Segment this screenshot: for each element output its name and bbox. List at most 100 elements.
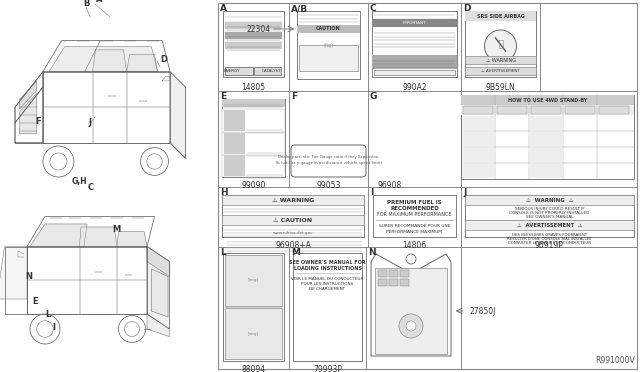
Bar [372, 55, 457, 69]
Text: (fig): (fig) [323, 42, 333, 48]
Bar [462, 116, 494, 130]
Bar [465, 195, 634, 237]
Bar [530, 164, 562, 178]
Text: 96919P: 96919P [534, 241, 563, 250]
Text: E: E [220, 92, 226, 101]
Text: ⚠ WARNING: ⚠ WARNING [486, 58, 515, 62]
Bar [225, 32, 282, 39]
Text: N: N [368, 248, 376, 257]
Text: 9B59LN: 9B59LN [486, 83, 515, 92]
Text: 96908+A: 96908+A [275, 241, 311, 250]
Polygon shape [170, 71, 186, 158]
Polygon shape [20, 81, 36, 109]
Text: J: J [88, 118, 91, 127]
Bar [530, 132, 562, 146]
Circle shape [141, 148, 168, 176]
Bar [599, 106, 629, 114]
Circle shape [30, 314, 60, 344]
Text: L: L [220, 248, 226, 257]
Text: C: C [370, 4, 376, 13]
Bar [374, 70, 455, 75]
Bar [565, 106, 595, 114]
Text: A/B: A/B [291, 4, 308, 13]
Polygon shape [20, 93, 36, 134]
Text: 990A2: 990A2 [402, 83, 427, 92]
Text: PERFORMANCE MAXIMUM: PERFORMANCE MAXIMUM [387, 230, 442, 234]
Text: ENERGY: ENERGY [224, 69, 240, 73]
Text: [img]: [img] [248, 278, 259, 282]
Polygon shape [27, 217, 154, 247]
Bar [465, 195, 634, 205]
Text: 14805: 14805 [241, 83, 266, 92]
Text: A: A [220, 4, 227, 13]
Polygon shape [163, 76, 170, 81]
Bar [224, 133, 245, 154]
Text: CATALYST: CATALYST [262, 69, 282, 73]
Bar [299, 45, 358, 71]
Bar [462, 132, 494, 146]
Text: E: E [32, 297, 38, 306]
Text: SERIOUS INJURY COULD RESULT IF: SERIOUS INJURY COULD RESULT IF [515, 207, 584, 211]
Bar [225, 22, 282, 29]
Text: G: G [370, 92, 378, 101]
Circle shape [406, 254, 416, 264]
Circle shape [399, 314, 423, 338]
Bar [465, 56, 536, 64]
Text: FOR MAXIMUM PERFORMANCE: FOR MAXIMUM PERFORMANCE [377, 212, 452, 218]
Text: ⚠  AVERTISSEMENT  ⚠: ⚠ AVERTISSEMENT ⚠ [516, 222, 582, 228]
Polygon shape [43, 41, 170, 71]
Polygon shape [0, 247, 27, 299]
Text: A: A [96, 0, 102, 4]
Bar [372, 11, 457, 77]
Text: C: C [88, 183, 94, 192]
Text: www.nihtsa.dot.gov: www.nihtsa.dot.gov [273, 231, 313, 235]
Bar [400, 270, 409, 277]
Text: G,H: G,H [72, 177, 88, 186]
Bar [225, 308, 282, 359]
Text: RECOMMENDED: RECOMMENDED [390, 206, 439, 212]
Bar [225, 67, 253, 75]
Text: DE CHARGEMENT: DE CHARGEMENT [309, 287, 346, 291]
Polygon shape [117, 231, 147, 247]
Text: D: D [160, 55, 167, 64]
Bar [223, 11, 284, 77]
Text: CONSULTER LE MANUEL DU CONDUCTEUR: CONSULTER LE MANUEL DU CONDUCTEUR [508, 241, 591, 245]
Circle shape [118, 315, 145, 343]
Bar [253, 67, 281, 75]
Bar [462, 148, 494, 162]
Bar [530, 148, 562, 162]
Polygon shape [127, 55, 157, 71]
Polygon shape [43, 71, 170, 143]
Text: VOIR LE MANUEL DU CONDUCTEUR: VOIR LE MANUEL DU CONDUCTEUR [291, 277, 364, 281]
Bar [465, 67, 536, 75]
Bar [225, 42, 282, 49]
Bar [218, 3, 637, 369]
Bar [389, 270, 398, 277]
FancyBboxPatch shape [291, 145, 366, 177]
Text: SEE OWNER'S MANUAL FOR: SEE OWNER'S MANUAL FOR [289, 260, 365, 266]
Polygon shape [152, 269, 168, 317]
Text: I: I [370, 188, 373, 197]
Bar [224, 155, 245, 176]
Bar [222, 109, 285, 132]
Text: RÉSULTER D'UNE CONSOLE MAL INSTALLÉE: RÉSULTER D'UNE CONSOLE MAL INSTALLÉE [507, 237, 592, 241]
Text: D: D [463, 4, 470, 13]
Text: J: J [463, 188, 467, 197]
Bar [465, 11, 536, 77]
Text: POUR LES INSTRUCTIONS: POUR LES INSTRUCTIONS [301, 282, 353, 286]
Bar [297, 25, 360, 33]
Polygon shape [27, 247, 147, 314]
Text: 27850J: 27850J [470, 307, 496, 315]
Bar [465, 220, 634, 230]
Text: ⚠ CAUTION: ⚠ CAUTION [273, 218, 312, 222]
Polygon shape [147, 247, 170, 329]
Polygon shape [371, 254, 451, 356]
Text: L: L [45, 310, 51, 319]
Bar [223, 253, 284, 361]
Text: H: H [220, 188, 228, 197]
Text: I: I [52, 323, 55, 332]
Bar [373, 195, 456, 237]
Bar [378, 270, 387, 277]
Bar [463, 106, 493, 114]
Bar [222, 215, 364, 225]
